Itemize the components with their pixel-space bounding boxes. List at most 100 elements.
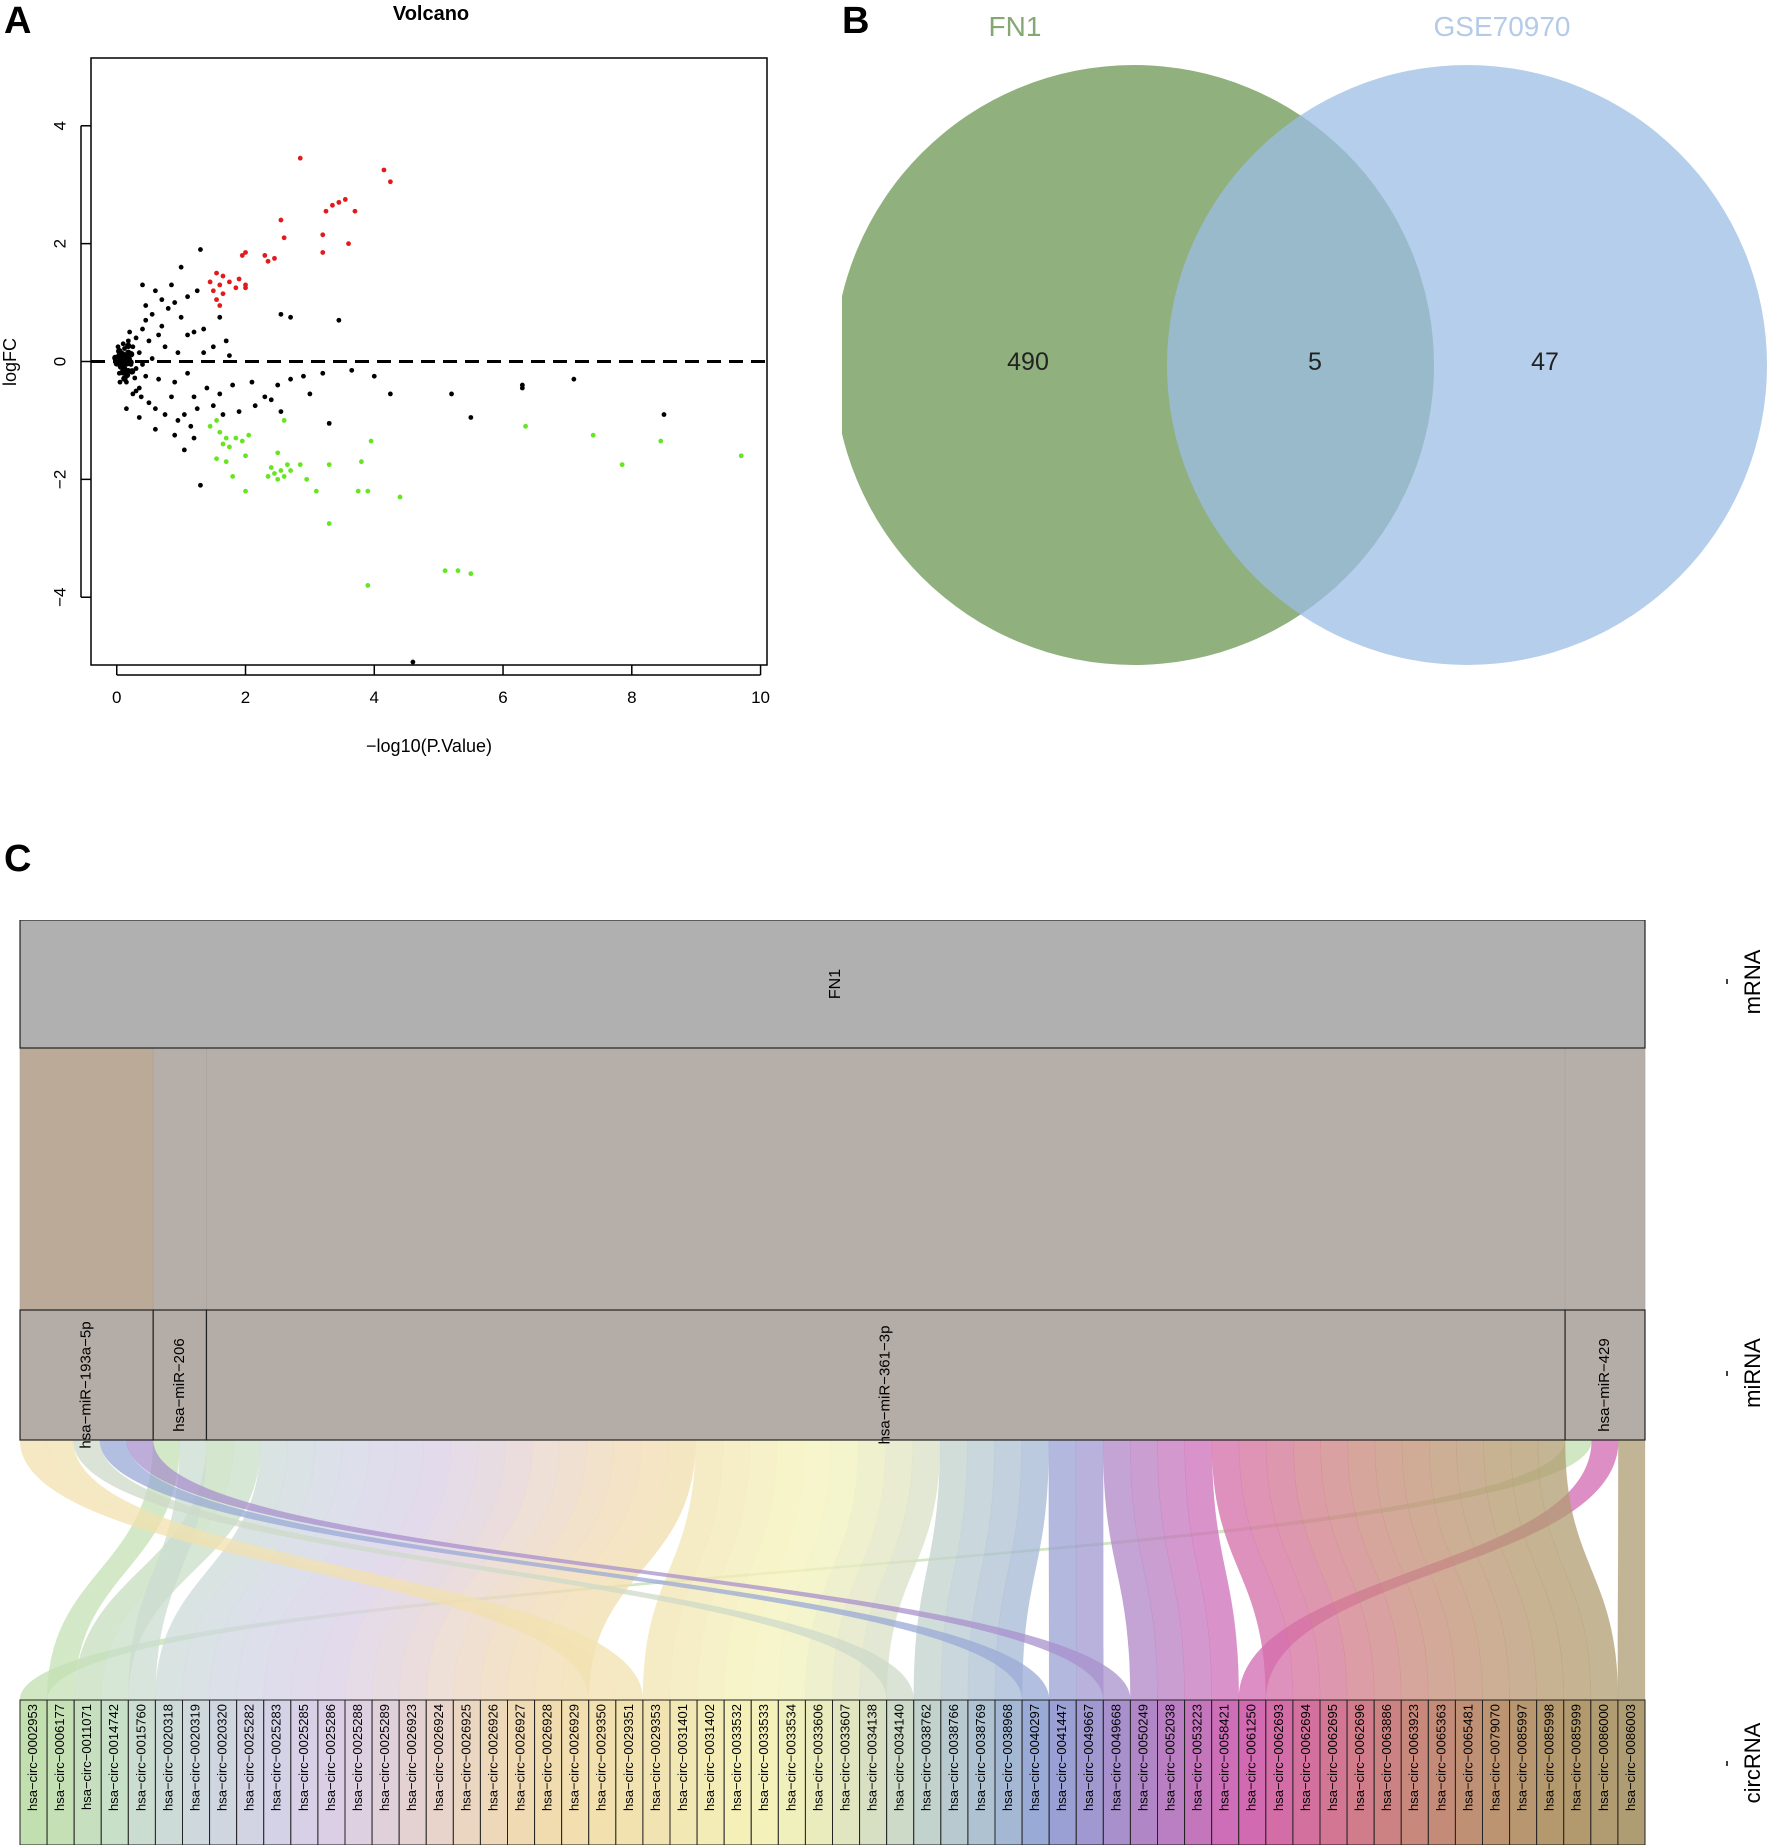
point-down	[326, 521, 332, 526]
y-tick-label: −2	[50, 470, 69, 489]
mirna-node-label: hsa−miR−361−3p	[877, 1326, 894, 1445]
circrna-node-label: hsa−circ−0011071	[79, 1704, 94, 1810]
flow-fn1-to-mirna	[206, 1047, 1566, 1311]
circrna-node-label: hsa−circ−0049667	[1081, 1704, 1096, 1811]
circrna-node	[669, 1699, 698, 1845]
point-ns	[185, 294, 190, 300]
x-tick-label: 6	[498, 688, 507, 707]
point-ns	[410, 659, 416, 665]
point-up	[217, 303, 223, 308]
point-ns	[116, 370, 122, 376]
circrna-node-label: hsa−circ−0025288	[350, 1704, 365, 1811]
point-ns	[201, 350, 207, 356]
point-up	[323, 208, 329, 214]
point-down	[455, 568, 461, 574]
circrna-node	[642, 1699, 671, 1845]
point-ns	[149, 311, 155, 317]
point-ns	[210, 403, 216, 409]
point-up	[320, 232, 326, 238]
point-ns	[132, 375, 138, 381]
axis-labels: mRNA miRNA circRNA	[1726, 949, 1765, 1803]
point-up	[387, 179, 393, 185]
point-down	[214, 418, 219, 423]
point-ns-cluster	[112, 354, 119, 362]
circrna-node	[371, 1699, 400, 1845]
circrna-node-label: hsa−circ−0020318	[160, 1704, 175, 1811]
point-ns	[191, 329, 197, 335]
circrna-node-label: hsa−circ−0053223	[1190, 1704, 1205, 1811]
panel-letter-c: C	[4, 838, 32, 880]
point-down	[590, 432, 596, 438]
circrna-node	[209, 1699, 238, 1845]
circrna-node-label: hsa−circ−0038968	[1000, 1704, 1015, 1811]
point-down	[217, 429, 223, 435]
venn-count-gse70970-only: 47	[1531, 348, 1559, 376]
circrna-node	[1211, 1699, 1240, 1845]
volcano-y-axis: −4 −2 0 2 4	[50, 121, 91, 607]
circrna-node	[46, 1699, 75, 1845]
panel-letter-a: A	[4, 0, 32, 42]
point-ns	[307, 391, 313, 397]
volcano-points	[112, 155, 744, 665]
circrna-node-label: hsa−circ−0031401	[675, 1704, 690, 1811]
circrna-node-label: hsa−circ−0050249	[1135, 1704, 1150, 1811]
point-ns	[571, 376, 577, 382]
point-ns	[172, 432, 178, 438]
point-down	[297, 462, 303, 468]
point-down	[275, 476, 281, 482]
point-down	[278, 468, 284, 473]
circrna-node	[1617, 1699, 1646, 1845]
venn-count-intersection: 5	[1308, 348, 1322, 376]
circrna-node	[1482, 1699, 1511, 1845]
circrna-node-label: hsa−circ−0086000	[1596, 1704, 1611, 1811]
circrna-node-label: hsa−circ−0026926	[485, 1704, 500, 1811]
mirna-node-label: hsa−miR−206	[171, 1338, 188, 1431]
circrna-node-label: hsa−circ−0033606	[810, 1704, 825, 1811]
circrna-node	[696, 1699, 725, 1845]
point-up	[236, 276, 242, 282]
point-ns	[185, 370, 190, 376]
point-ns	[326, 420, 332, 426]
circrna-node	[534, 1699, 563, 1845]
mirna-node	[205, 1309, 1566, 1441]
point-ns	[201, 326, 207, 332]
point-down	[365, 488, 371, 494]
circrna-node-label: hsa−circ−0038762	[919, 1704, 934, 1811]
circrna-node-label: hsa−circ−0063886	[1379, 1704, 1394, 1811]
volcano-x-axis: 0 2 4 6 8 10	[112, 665, 770, 707]
circrna-node-label: hsa−circ−0058421	[1217, 1704, 1232, 1811]
point-ns	[130, 391, 136, 397]
circrna-node-label: hsa−circ−0052038	[1162, 1704, 1177, 1811]
point-ns	[278, 311, 284, 317]
alluvial-diagram: FN1 hsa−miR−193a−5p hsa−miR−206 hsa−miR−36…	[19, 920, 1765, 1845]
axis-label-mirna: miRNA	[1740, 1338, 1765, 1408]
point-ns	[181, 412, 187, 417]
point-ns	[115, 344, 121, 350]
circrna-node-label: hsa−circ−0038769	[973, 1704, 988, 1811]
circrna-node	[913, 1699, 942, 1845]
point-up	[214, 297, 219, 303]
circrna-nodes: hsa−circ−0002953 hsa−circ−0006177 hsa−circ…	[19, 1699, 1646, 1845]
point-down	[223, 435, 229, 441]
point-ns	[146, 338, 152, 344]
point-down	[243, 488, 248, 494]
circrna-node-label: hsa−circ−0034140	[892, 1704, 907, 1811]
point-up	[272, 255, 277, 261]
circrna-node-label: hsa−circ−0041447	[1054, 1704, 1069, 1811]
point-ns	[136, 385, 142, 391]
mrna-node-fn1	[19, 920, 1646, 1049]
point-ns	[371, 373, 377, 379]
point-ns	[217, 391, 223, 397]
circrna-node	[1454, 1699, 1483, 1845]
point-up	[214, 270, 219, 276]
point-down	[207, 423, 213, 429]
point-ns	[138, 394, 144, 400]
point-ns	[119, 361, 125, 367]
point-ns	[136, 415, 142, 420]
axis-label-circrna: circRNA	[1740, 1722, 1765, 1803]
venn-diagram: FN1 GSE70970 490 5 47	[842, 11, 1767, 665]
point-ns	[198, 482, 203, 488]
point-ns	[122, 346, 127, 351]
mirna-circrna-flows	[19, 1439, 1646, 1701]
x-tick-label: 4	[370, 688, 379, 707]
